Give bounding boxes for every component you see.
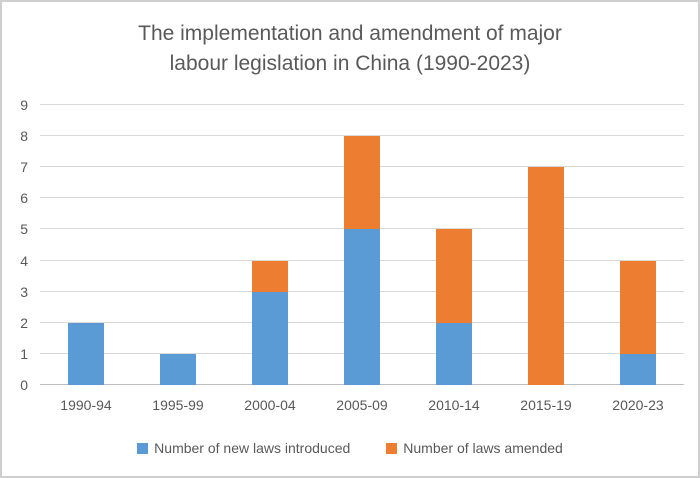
bar-segment: [528, 167, 564, 385]
plot-area: [40, 104, 684, 385]
legend: Number of new laws introduced Number of l…: [2, 440, 698, 456]
bar-segment: [252, 291, 288, 385]
x-tick-label: 1995-99: [152, 397, 204, 413]
bar-segment: [436, 322, 472, 385]
legend-swatch-icon: [386, 442, 398, 454]
bar-segment: [436, 229, 472, 323]
x-axis: 1990-94 1995-99 2000-04 2005-09 2010-14 2015-…: [40, 397, 684, 415]
x-tick-label: 2015-19: [520, 397, 572, 413]
y-tick-label: 6: [20, 190, 28, 207]
bar-segment: [620, 260, 656, 354]
x-tick-label: 2000-04: [244, 397, 296, 413]
bar-group-2005-09: [344, 105, 380, 385]
y-tick-label: 1: [20, 345, 28, 362]
chart-title: The implementation and amendment of majo…: [2, 19, 698, 79]
bar-segment: [620, 353, 656, 385]
bar-segment: [344, 136, 380, 230]
y-tick-label: 3: [20, 283, 28, 300]
y-tick-label: 8: [20, 128, 28, 145]
y-tick-label: 0: [20, 377, 28, 393]
y-tick-label: 5: [20, 221, 28, 238]
bar-group-1990-94: [68, 105, 104, 385]
legend-label: Number of new laws introduced: [154, 440, 351, 456]
legend-item: Number of new laws introduced: [137, 440, 350, 456]
x-tick-label: 2010-14: [428, 397, 480, 413]
y-tick-label: 7: [20, 159, 28, 176]
bar-segment: [68, 322, 104, 385]
bar-segment: [252, 260, 288, 292]
gridline: [40, 104, 684, 105]
y-tick-label: 4: [20, 252, 28, 269]
x-tick-label: 1990-94: [60, 397, 112, 413]
y-axis: 0 1 2 3 4 5 6 7 8 9: [2, 98, 28, 392]
legend-swatch-icon: [137, 442, 149, 454]
chart-title-line1: The implementation and amendment of majo…: [138, 22, 562, 45]
x-tick-label: 2005-09: [336, 397, 388, 413]
legend-item: Number of laws amended: [386, 440, 563, 456]
legend-label: Number of laws amended: [403, 440, 563, 456]
x-tick-label: 2020-23: [612, 397, 664, 413]
y-tick-label: 2: [20, 314, 28, 331]
bar-segment: [160, 353, 196, 385]
bar-group-1995-99: [160, 105, 196, 385]
bar-group-2020-23: [620, 105, 656, 385]
bar-group-2000-04: [252, 105, 288, 385]
gridline: [40, 135, 684, 137]
y-tick-label: 9: [20, 97, 28, 113]
bar-segment: [344, 229, 380, 385]
bar-group-2010-14: [436, 105, 472, 385]
chart-title-line2: labour legislation in China (1990-2023): [169, 52, 531, 75]
bar-group-2015-19: [528, 105, 564, 385]
